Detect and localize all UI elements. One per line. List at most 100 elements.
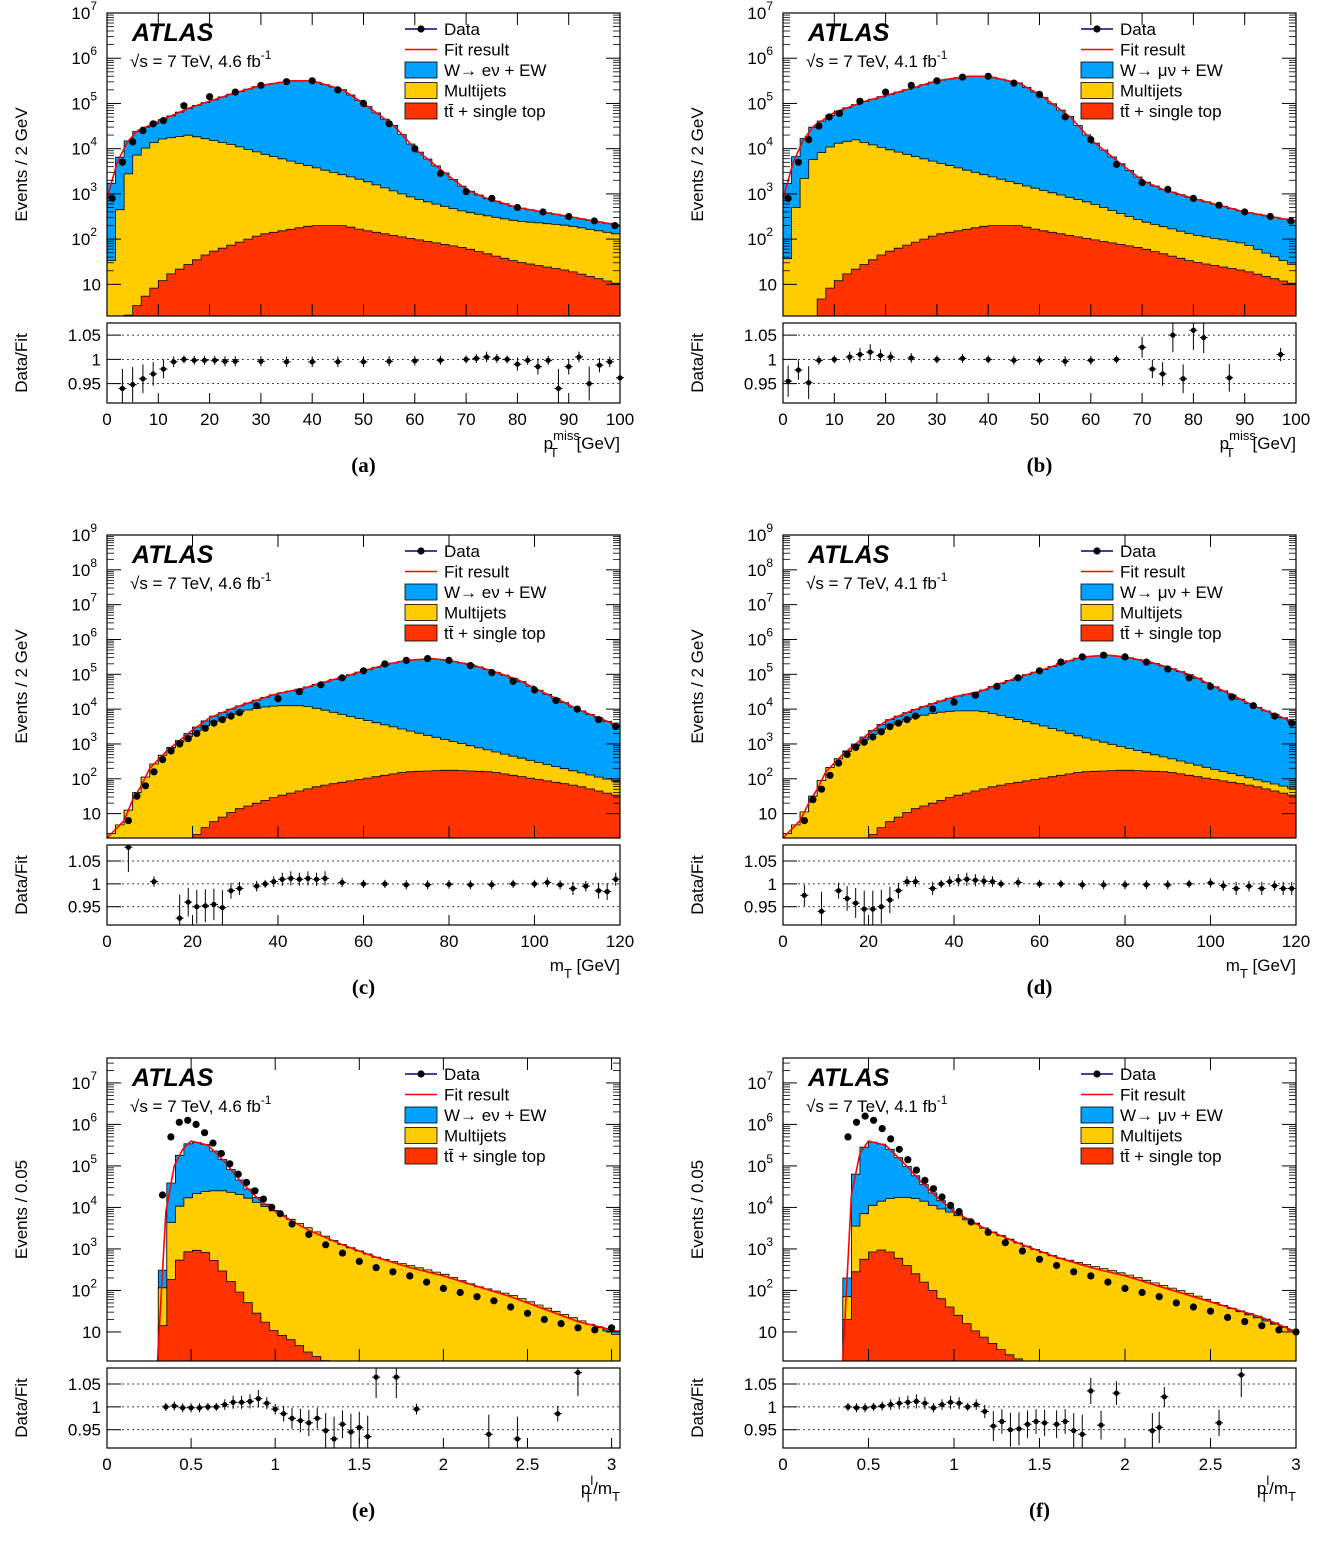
ratio-point bbox=[947, 1399, 954, 1405]
ratio-point bbox=[575, 1369, 581, 1376]
x-tick-label: 1 bbox=[949, 1455, 958, 1474]
ratio-tick-label: 1.05 bbox=[68, 852, 101, 871]
y-axis-title: Events / 2 GeV bbox=[688, 629, 707, 744]
x-tick-label: 0 bbox=[778, 932, 787, 951]
data-point bbox=[322, 1241, 330, 1249]
y-tick-label: 109 bbox=[747, 522, 773, 545]
ratio-point bbox=[912, 878, 919, 885]
y-tick-exp: 7 bbox=[90, 591, 97, 605]
ratio-tick-label: 1.05 bbox=[744, 1375, 777, 1394]
ratio-point bbox=[339, 1421, 346, 1427]
y-tick-exp: 3 bbox=[90, 1235, 97, 1249]
ratio-point bbox=[1079, 882, 1085, 888]
panel-f: 10 102 103 104 105 106 107 Events / 0.05 ATLAS √s… bbox=[676, 1045, 1322, 1567]
y-tick-label: 104 bbox=[747, 1193, 773, 1217]
y-tick-exp: 8 bbox=[90, 556, 97, 570]
y-tick-exp: 5 bbox=[90, 1152, 97, 1166]
x-tick-label: 60 bbox=[354, 932, 373, 951]
data-point bbox=[282, 78, 291, 86]
ratio-point bbox=[904, 878, 910, 885]
legend-top-swatch bbox=[1080, 1147, 1114, 1165]
y-tick-label: 107 bbox=[747, 1069, 773, 1093]
ratio-point bbox=[583, 883, 589, 889]
ratio-point bbox=[1088, 1388, 1094, 1394]
x-tick-label: 30 bbox=[251, 410, 270, 429]
data-point bbox=[141, 782, 150, 790]
data-point bbox=[1104, 1278, 1112, 1286]
data-point bbox=[184, 1116, 192, 1124]
energy-label: √s = 7 TeV, 4.1 fb-1 bbox=[806, 1093, 948, 1116]
data-point bbox=[950, 698, 958, 706]
lumi-exponent: -1 bbox=[261, 570, 272, 584]
ratio-point bbox=[1139, 344, 1145, 350]
data-point bbox=[259, 1195, 267, 1203]
legend-data-label: Data bbox=[444, 542, 480, 561]
ratio-point bbox=[982, 1408, 988, 1415]
ratio-point bbox=[194, 904, 200, 910]
x-tick-label: 70 bbox=[457, 410, 476, 429]
fit-line bbox=[106, 657, 621, 839]
ratio-point bbox=[1071, 1428, 1077, 1434]
ratio-point bbox=[222, 1401, 228, 1408]
ratio-point bbox=[853, 1405, 860, 1411]
ratio-point bbox=[185, 899, 191, 905]
ratio-tick-label: 1 bbox=[92, 1398, 101, 1417]
data-point bbox=[210, 719, 218, 727]
ratio-point bbox=[934, 356, 940, 362]
ratio-point bbox=[596, 888, 602, 894]
x-axis-title: pl T/mT bbox=[1257, 1473, 1296, 1505]
y-tick-exp: 3 bbox=[90, 730, 97, 744]
atlas-label: ATLAS bbox=[807, 1064, 890, 1092]
ratio-point bbox=[570, 885, 576, 892]
data-point bbox=[877, 728, 885, 736]
ratio-point bbox=[484, 354, 490, 360]
legend-top-label: tt̄ + single top bbox=[444, 1147, 546, 1166]
ratio-point bbox=[1113, 1390, 1120, 1396]
y-tick-label: 106 bbox=[747, 44, 773, 68]
y-tick-exp: 5 bbox=[90, 89, 97, 103]
ratio-point bbox=[835, 888, 842, 894]
ratio-point bbox=[981, 878, 987, 884]
y-tick-label: 107 bbox=[71, 0, 97, 23]
ratio-point bbox=[151, 878, 157, 885]
y-tick-label: 106 bbox=[747, 1110, 773, 1134]
ratio-point bbox=[1201, 334, 1207, 341]
x-tick-label: 0 bbox=[778, 1455, 787, 1474]
y-tick-label: 107 bbox=[747, 591, 773, 615]
ratio-point bbox=[177, 915, 183, 921]
ratio-tick-label: 1 bbox=[768, 1398, 777, 1417]
energy-label: √s = 7 TeV, 4.6 fb-1 bbox=[130, 1093, 272, 1116]
ratio-point bbox=[271, 878, 277, 885]
x-tick-label: 1.5 bbox=[347, 1455, 371, 1474]
ratio-point bbox=[985, 356, 991, 362]
ratio-point bbox=[297, 1417, 304, 1424]
ratio-point bbox=[555, 385, 562, 392]
legend-top-swatch bbox=[404, 102, 438, 120]
legend-multijets-label: Multijets bbox=[444, 1127, 506, 1146]
data-point bbox=[1164, 665, 1172, 673]
data-point bbox=[958, 73, 967, 81]
ratio-point bbox=[947, 878, 953, 885]
y-tick-exp: 4 bbox=[90, 695, 97, 709]
top-stack bbox=[783, 225, 1297, 317]
data-point bbox=[513, 203, 522, 212]
legend-multijets-swatch bbox=[404, 1127, 438, 1144]
ratio-point bbox=[1062, 1418, 1068, 1425]
y-tick-exp: 5 bbox=[766, 660, 773, 674]
top-stack bbox=[783, 769, 1297, 839]
ratio-point bbox=[305, 875, 311, 881]
ratio-tick-label: 1 bbox=[92, 875, 101, 894]
y-tick-label: 103 bbox=[747, 180, 773, 204]
ratio-point bbox=[1161, 1394, 1167, 1400]
ratio-tick-label: 0.95 bbox=[744, 1421, 777, 1440]
data-point bbox=[852, 743, 860, 751]
data-point bbox=[1258, 1322, 1266, 1330]
ratio-point bbox=[1233, 885, 1239, 892]
ratio-point bbox=[205, 1404, 211, 1410]
y-tick-label: 108 bbox=[747, 556, 773, 580]
data-point bbox=[955, 1208, 963, 1216]
panel-c: 10 102 103 104 105 106 107 108 109 Events / 2 GeV… bbox=[0, 522, 661, 1044]
x-title-sup: miss bbox=[1229, 428, 1256, 443]
y-tick-label: 102 bbox=[71, 765, 97, 789]
